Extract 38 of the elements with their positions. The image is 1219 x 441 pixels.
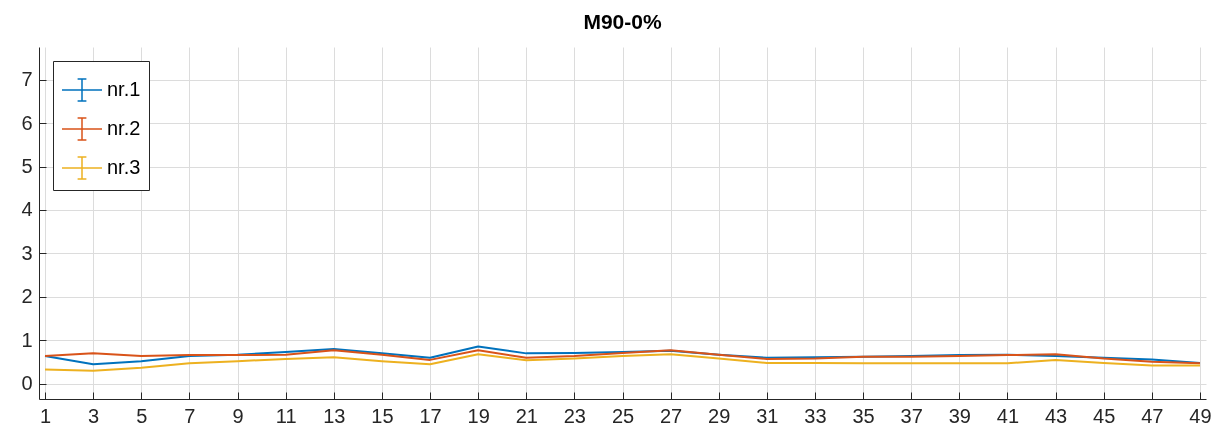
x-tick-label: 49 (1189, 404, 1212, 427)
x-tick-label: 15 (371, 404, 394, 427)
y-tick-label: 6 (21, 111, 33, 134)
line-series (44, 353, 1201, 372)
x-tick-label: 43 (1044, 404, 1068, 427)
x-tick-label: 33 (804, 404, 827, 427)
legend-label: nr.3 (107, 156, 141, 178)
x-tick-label: 29 (708, 404, 731, 427)
x-tick-label: 5 (136, 404, 148, 427)
x-tick-label: 35 (852, 404, 875, 427)
y-tick-label: 7 (21, 68, 33, 91)
x-tick-label: 23 (563, 404, 586, 427)
x-tick-label: 41 (996, 404, 1020, 427)
x-tick-label: 17 (419, 404, 442, 427)
y-tick-label: 3 (21, 241, 33, 264)
x-tick-label: 3 (88, 404, 100, 427)
x-tick-label: 39 (948, 404, 971, 427)
x-tick-label: 9 (232, 404, 244, 427)
x-tick-label: 31 (756, 404, 779, 427)
x-tick-label: 13 (323, 404, 346, 427)
legend-label: nr.1 (107, 78, 141, 100)
legend-label: nr.2 (107, 117, 141, 139)
x-tick-label: 45 (1093, 404, 1116, 427)
chart-title: M90-0% (583, 10, 662, 33)
x-tick-label: 37 (900, 404, 923, 427)
x-tick-label: 47 (1141, 404, 1164, 427)
y-tick-label: 1 (21, 328, 33, 351)
y-tick-label: 0 (21, 372, 33, 395)
x-tick-label: 1 (39, 404, 52, 427)
x-tick-label: 25 (611, 404, 635, 427)
x-tick-label: 11 (275, 404, 297, 427)
x-tick-label: 27 (660, 404, 683, 427)
y-tick-label: 4 (21, 198, 33, 221)
x-tick-label: 19 (467, 404, 490, 427)
y-tick-label: 2 (21, 285, 33, 308)
y-tick-label: 5 (21, 155, 33, 178)
x-tick-label: 7 (184, 404, 196, 427)
x-tick-label: 21 (515, 404, 538, 427)
